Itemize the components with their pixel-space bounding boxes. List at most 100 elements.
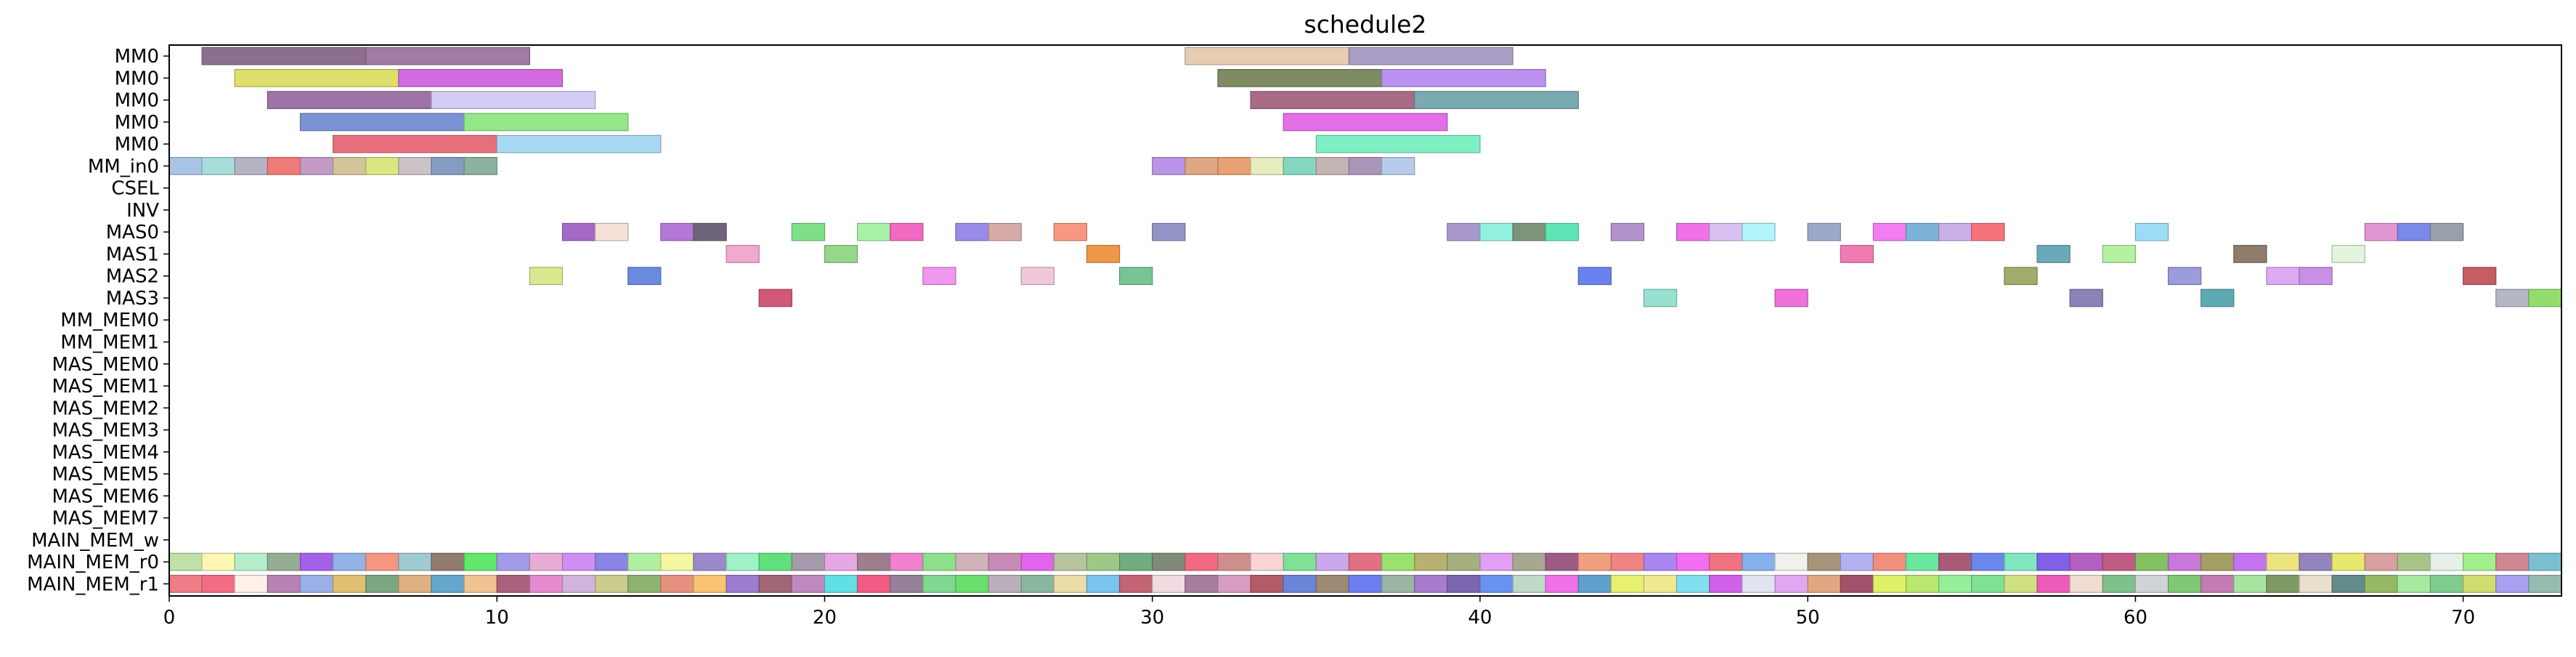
- y-tick-label: CSEL: [111, 178, 159, 200]
- task-bar: [1315, 134, 1481, 153]
- task-bar: [267, 157, 301, 175]
- task-bar: [922, 552, 956, 571]
- task-bar: [168, 574, 203, 593]
- task-bar: [168, 552, 203, 571]
- task-bar: [2528, 289, 2562, 307]
- task-bar: [1020, 267, 1055, 286]
- task-bar: [1348, 47, 1513, 65]
- task-bar: [2463, 552, 2497, 571]
- task-bar: [1020, 552, 1055, 571]
- task-bar: [2036, 245, 2071, 263]
- task-bar: [2004, 574, 2038, 593]
- task-bar: [1348, 574, 1383, 593]
- task-bar: [1217, 552, 1251, 571]
- task-bar: [1217, 157, 1251, 175]
- task-bar: [201, 157, 235, 175]
- task-bar: [1905, 574, 1940, 593]
- task-bar: [2167, 574, 2202, 593]
- task-bar: [1118, 267, 1153, 286]
- task-bar: [955, 222, 989, 241]
- x-tick-label: 60: [2124, 607, 2148, 629]
- task-bar: [2528, 552, 2562, 571]
- task-bar: [2331, 574, 2365, 593]
- x-tick-label: 10: [485, 607, 509, 629]
- y-tick-label: MM0: [115, 134, 159, 156]
- task-bar: [2102, 574, 2136, 593]
- task-bar: [1676, 222, 1710, 241]
- task-bar: [693, 552, 727, 571]
- task-bar: [922, 574, 956, 593]
- task-bar: [1610, 552, 1645, 571]
- task-bar: [1545, 552, 1579, 571]
- task-bar: [463, 574, 497, 593]
- task-bar: [1086, 245, 1121, 263]
- task-bar: [660, 552, 694, 571]
- task-bar: [2463, 574, 2497, 593]
- task-bar: [1676, 574, 1710, 593]
- task-bar: [398, 574, 432, 593]
- task-bar: [1905, 552, 1940, 571]
- task-bar: [1512, 574, 1546, 593]
- task-bar: [1152, 574, 1186, 593]
- task-bar: [333, 157, 367, 175]
- task-bar: [2036, 552, 2071, 571]
- task-bar: [726, 574, 760, 593]
- task-bar: [234, 574, 268, 593]
- task-bar: [1217, 68, 1383, 87]
- task-bar: [890, 552, 924, 571]
- task-bar: [2004, 267, 2038, 286]
- task-bar: [922, 267, 956, 286]
- x-tick-label: 50: [1796, 607, 1820, 629]
- task-bar: [1185, 574, 1219, 593]
- task-bar: [431, 574, 465, 593]
- y-tick-label: MAS_MEM2: [52, 398, 159, 419]
- task-bar: [1447, 222, 1481, 241]
- task-bar: [2429, 552, 2464, 571]
- y-axis: MM0MM0MM0MM0MM0MM_in0CSELINVMAS0MAS1MAS2…: [27, 46, 169, 595]
- x-tick-label: 0: [163, 607, 176, 629]
- task-bar: [2167, 552, 2202, 571]
- task-bar: [2233, 245, 2267, 263]
- task-bar: [2266, 267, 2300, 286]
- task-bar: [1872, 552, 1907, 571]
- task-bar: [824, 245, 858, 263]
- task-bar: [1479, 552, 1513, 571]
- x-tick-label: 40: [1468, 607, 1492, 629]
- task-bar: [2495, 574, 2530, 593]
- task-bar: [2495, 552, 2530, 571]
- y-tick-label: MM0: [115, 68, 159, 89]
- task-bar: [1479, 222, 1513, 241]
- y-tick-label: MAS_MEM6: [52, 485, 159, 507]
- task-bar: [1414, 574, 1448, 593]
- task-bar: [2299, 267, 2333, 286]
- x-tick-label: 30: [1140, 607, 1164, 629]
- task-bar: [890, 222, 924, 241]
- task-bar: [1742, 574, 1776, 593]
- task-bar: [758, 574, 792, 593]
- y-tick-label: MM0: [115, 46, 159, 68]
- task-bar: [1709, 552, 1743, 571]
- y-tick-label: MM_in0: [88, 156, 159, 177]
- task-bar: [1381, 574, 1415, 593]
- task-bar: [1283, 574, 1317, 593]
- task-bar: [299, 552, 334, 571]
- task-bar: [168, 157, 203, 175]
- task-bar: [1053, 552, 1088, 571]
- task-bar: [398, 552, 432, 571]
- task-bar: [2463, 267, 2497, 286]
- task-bar: [463, 552, 497, 571]
- task-bar: [2102, 552, 2136, 571]
- task-bar: [693, 222, 727, 241]
- task-bar: [1185, 552, 1219, 571]
- task-bar: [2429, 574, 2464, 593]
- task-bar: [2134, 574, 2169, 593]
- task-bar: [1217, 574, 1251, 593]
- task-bar: [2299, 574, 2333, 593]
- task-bar: [496, 134, 662, 153]
- task-bar: [2201, 552, 2235, 571]
- task-bar: [1610, 574, 1645, 593]
- task-bar: [1840, 574, 1874, 593]
- task-bar: [2134, 552, 2169, 571]
- task-bar: [988, 552, 1022, 571]
- task-bar: [2364, 574, 2398, 593]
